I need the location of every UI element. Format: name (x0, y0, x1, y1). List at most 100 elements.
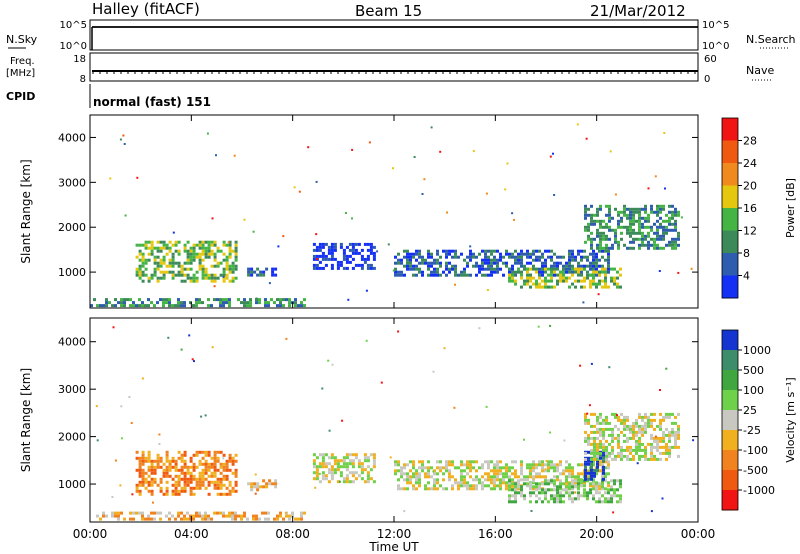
echo-cell (590, 468, 593, 472)
echo-cell (330, 471, 334, 475)
echo-cell (635, 210, 638, 214)
echo-cell (207, 514, 210, 518)
echo-cell (514, 261, 517, 265)
echo-cell (327, 251, 331, 255)
echo-cell (228, 246, 232, 250)
echo-cell (333, 468, 337, 472)
echo-cell (201, 267, 205, 271)
echo-cell (604, 479, 607, 483)
echo-cell (135, 304, 138, 308)
colorbar-segment (722, 370, 738, 391)
echo-cell (529, 475, 532, 479)
echo-cell (183, 243, 187, 247)
echo-cell (225, 514, 228, 518)
echo-cell (571, 258, 574, 262)
echo-cell (204, 240, 208, 244)
echo-cell (159, 264, 163, 268)
echo-cell (604, 466, 607, 470)
echo-cell (294, 298, 297, 302)
echo-cell (544, 279, 547, 283)
echo-cell (568, 463, 571, 467)
echo-cell (475, 487, 478, 491)
noise-cell (432, 470, 435, 473)
echo-cell (590, 436, 593, 440)
echo-cell (617, 219, 620, 223)
echo-cell (517, 261, 520, 265)
echo-cell (641, 234, 644, 238)
nave-tick-top: 60 (704, 54, 717, 65)
y-tick-label: 4000 (58, 336, 86, 349)
echo-cell (632, 222, 635, 226)
echo-cell (231, 489, 235, 493)
echo-cell (517, 475, 520, 479)
echo-cell (553, 463, 556, 467)
echo-cell (111, 304, 114, 308)
echo-cell (168, 264, 172, 268)
echo-cell (436, 472, 439, 476)
echo-cell (604, 279, 607, 283)
echo-cell (535, 485, 538, 489)
echo-cell (348, 462, 352, 466)
echo-cell (469, 252, 472, 256)
echo-cell (493, 481, 496, 485)
echo-cell (147, 252, 151, 256)
echo-cell (659, 457, 662, 461)
echo-cell (568, 469, 571, 473)
echo-cell (198, 486, 202, 490)
echo-cell (141, 243, 145, 247)
echo-cell (571, 475, 574, 479)
echo-cell (538, 463, 541, 467)
echo-cell (493, 258, 496, 262)
echo-cell (156, 483, 160, 487)
echo-cell (114, 304, 117, 308)
noise-cell (314, 486, 317, 489)
echo-cell (342, 251, 346, 255)
echo-cell (168, 304, 171, 308)
echo-cell (177, 456, 181, 460)
echo-cell (448, 252, 451, 256)
echo-cell (394, 255, 397, 259)
echo-cell (372, 254, 376, 258)
echo-cell (135, 486, 139, 490)
echo-cell (180, 273, 184, 277)
echo-cell (279, 298, 282, 302)
echo-cell (556, 491, 559, 495)
echo-cell (592, 463, 595, 467)
echo-cell (484, 267, 487, 271)
echo-cell (665, 243, 668, 247)
echo-cell (496, 466, 499, 470)
echo-cell (457, 484, 460, 488)
echo-cell (403, 463, 406, 467)
echo-cell (644, 210, 647, 214)
noise-cell (423, 178, 426, 181)
echo-cell (665, 457, 668, 461)
echo-cell (592, 258, 595, 262)
echo-cell (144, 517, 147, 521)
echo-cell (234, 517, 237, 521)
echo-cell (180, 468, 184, 472)
echo-cell (635, 207, 638, 211)
echo-cell (644, 415, 647, 419)
echo-cell (204, 249, 208, 253)
echo-cell (162, 246, 166, 250)
echo-cell (632, 421, 635, 425)
echo-cell (577, 497, 580, 501)
echo-cell (192, 249, 196, 253)
echo-cell (123, 304, 126, 308)
echo-cell (216, 456, 220, 460)
echo-cell (592, 270, 595, 274)
echo-cell (538, 255, 541, 259)
echo-cell (590, 477, 593, 481)
echo-cell (644, 457, 647, 461)
echo-cell (538, 282, 541, 286)
xaxis-label: Time UT (368, 540, 419, 554)
echo-cell (526, 463, 529, 467)
echo-cell (159, 240, 163, 244)
echo-cell (445, 264, 448, 268)
echo-cell (674, 210, 677, 214)
echo-cell (180, 459, 184, 463)
echo-cell (568, 472, 571, 476)
echo-cell (397, 261, 400, 265)
echo-cell (201, 264, 205, 268)
echo-cell (135, 483, 139, 487)
